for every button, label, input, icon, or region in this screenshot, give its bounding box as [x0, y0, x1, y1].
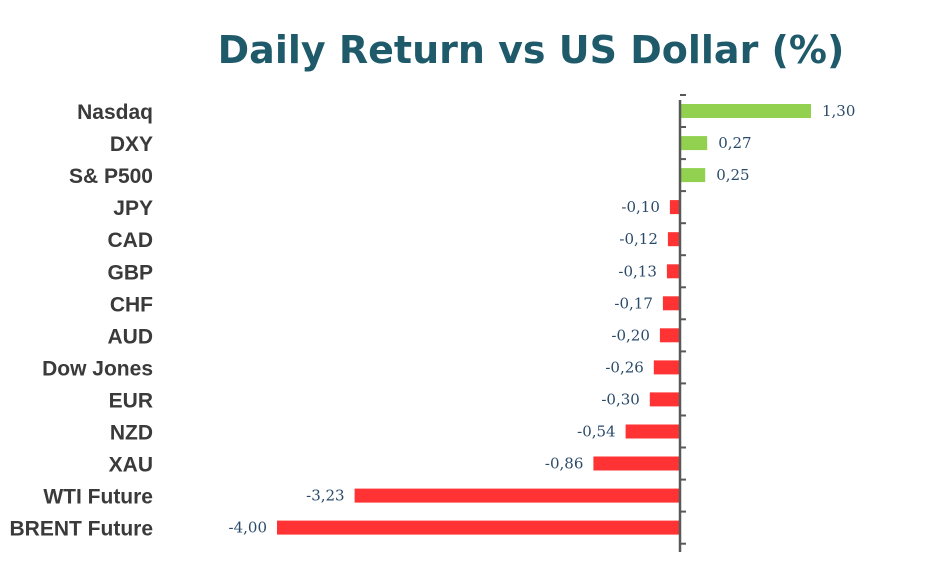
value-label: -0,30	[601, 390, 639, 408]
value-label: -0,86	[545, 455, 583, 473]
bar-0	[680, 104, 811, 118]
value-label: -0,17	[614, 294, 652, 312]
category-label: XAU	[109, 454, 153, 477]
value-label: -0,10	[621, 198, 659, 216]
value-label: -0,12	[619, 230, 657, 248]
category-label: NZD	[110, 422, 153, 445]
bar-5	[666, 264, 680, 279]
category-label: BRENT Future	[10, 518, 154, 541]
value-label: -0,13	[618, 262, 656, 280]
chart-title: Daily Return vs US Dollar (%)	[218, 28, 845, 72]
bar-12	[354, 488, 680, 503]
category-label: GBP	[107, 261, 153, 284]
bar-6	[662, 296, 680, 311]
bar-11	[593, 456, 680, 471]
value-label: -0,20	[611, 326, 649, 344]
value-label: -3,23	[306, 487, 344, 505]
axis-group	[678, 94, 686, 552]
value-label: 0,25	[716, 166, 749, 184]
value-label: -4,00	[229, 519, 267, 537]
bar-10	[625, 424, 680, 439]
bar-1	[680, 136, 708, 151]
category-label: CAD	[108, 229, 154, 252]
value-label: 0,27	[718, 134, 751, 152]
bars-group	[277, 104, 811, 535]
category-label: JPY	[113, 197, 153, 220]
category-label: CHF	[110, 293, 153, 316]
value-label: -0,26	[605, 358, 643, 376]
bar-8	[653, 360, 680, 375]
bar-3	[669, 200, 680, 215]
category-label: Dow Jones	[42, 357, 153, 380]
value-label: 1,30	[822, 102, 855, 120]
labels-group: Nasdaq 1,30 DXY 0,27 S& P500 0,25 JPY -0,10 CAD -…	[10, 101, 856, 541]
bar-9	[649, 392, 680, 407]
bar-13	[277, 520, 680, 535]
value-label: -0,54	[577, 423, 615, 441]
category-label: AUD	[108, 325, 154, 348]
bar-4	[667, 232, 680, 247]
category-label: S& P500	[69, 165, 153, 188]
category-label: EUR	[109, 389, 153, 412]
category-label: Nasdaq	[77, 101, 153, 124]
bar-2	[680, 168, 706, 183]
category-label: DXY	[110, 133, 153, 156]
category-label: WTI Future	[43, 486, 153, 509]
bar-7	[659, 328, 681, 343]
